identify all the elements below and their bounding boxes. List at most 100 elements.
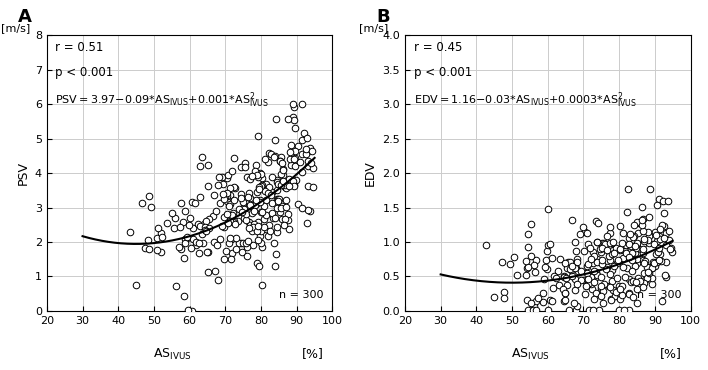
Point <box>273 181 284 187</box>
Point <box>596 262 607 268</box>
Point <box>217 174 228 180</box>
Point <box>619 243 630 249</box>
Point <box>605 296 616 302</box>
Point <box>260 188 271 194</box>
Text: $\mathrm{PSV = 3.97{-}0.09{*}AS_{IVUS}{+}0.001{*}AS^2_{IVUS}}$: $\mathrm{PSV = 3.97{-}0.09{*}AS_{IVUS}{+… <box>55 91 270 110</box>
Point <box>539 264 550 270</box>
Point <box>578 249 590 255</box>
Point <box>144 246 155 252</box>
Point <box>300 146 312 152</box>
Point <box>634 278 645 284</box>
Point <box>621 242 632 248</box>
Point <box>605 297 617 303</box>
Point <box>298 130 309 136</box>
Point <box>249 208 260 213</box>
Point <box>480 242 491 248</box>
Point <box>258 223 269 229</box>
Point <box>255 171 266 177</box>
Point <box>621 265 632 271</box>
Point <box>272 196 283 202</box>
Point <box>266 151 277 157</box>
Point <box>276 216 287 222</box>
Point <box>200 225 211 231</box>
Point <box>209 268 220 274</box>
Point <box>266 174 278 180</box>
Point <box>628 234 639 240</box>
Point <box>218 196 229 202</box>
Point <box>269 154 280 159</box>
Point <box>608 250 620 256</box>
Point <box>251 162 262 168</box>
Point <box>275 158 286 164</box>
Point <box>251 260 263 266</box>
Point <box>539 276 550 282</box>
Text: $\mathrm{AS_{IVUS}}$: $\mathrm{AS_{IVUS}}$ <box>153 347 192 362</box>
Point <box>297 205 308 211</box>
Point <box>228 155 239 161</box>
Point <box>583 276 594 282</box>
Point <box>226 168 237 174</box>
Point <box>579 229 590 235</box>
Point <box>527 307 539 313</box>
Point <box>651 239 663 245</box>
Point <box>258 216 269 222</box>
Point <box>636 204 648 210</box>
Point <box>658 235 670 241</box>
Point <box>266 200 278 206</box>
Point <box>251 189 262 195</box>
Point <box>557 286 569 292</box>
Point <box>168 225 179 231</box>
Point <box>657 222 668 228</box>
Point <box>270 252 281 258</box>
Point <box>241 217 252 223</box>
Point <box>194 194 205 200</box>
Point <box>300 151 312 157</box>
Point <box>497 259 508 265</box>
Point <box>559 297 570 303</box>
Point <box>605 223 616 229</box>
Point <box>606 278 617 284</box>
Point <box>588 296 600 302</box>
Point <box>296 101 307 107</box>
Point <box>631 256 642 262</box>
Point <box>629 250 640 256</box>
Point <box>598 288 609 294</box>
Point <box>606 240 617 246</box>
Point <box>285 142 297 148</box>
Point <box>227 219 239 225</box>
Point <box>547 255 558 261</box>
Point <box>528 303 539 309</box>
Point <box>621 209 632 215</box>
Point <box>597 300 608 306</box>
Point <box>228 185 239 191</box>
Point <box>663 228 675 234</box>
Point <box>542 307 554 313</box>
Point <box>489 295 500 300</box>
Point <box>224 215 236 221</box>
Point <box>644 270 655 276</box>
Point <box>657 198 668 204</box>
Point <box>263 233 274 239</box>
Point <box>622 186 634 192</box>
Point <box>279 184 290 190</box>
Point <box>581 263 593 269</box>
Point <box>238 239 249 245</box>
Point <box>200 227 211 233</box>
Point <box>610 245 622 251</box>
Point <box>624 231 636 237</box>
Point <box>292 201 304 207</box>
Point <box>139 245 151 251</box>
Point <box>582 270 593 276</box>
Point <box>156 231 167 236</box>
Point <box>125 229 136 235</box>
Point <box>605 257 616 263</box>
Point <box>639 260 650 266</box>
Point <box>651 259 663 265</box>
Point <box>544 241 556 247</box>
Point <box>260 226 271 232</box>
Point <box>660 259 671 265</box>
Point <box>249 168 261 174</box>
Point <box>600 266 612 272</box>
Point <box>637 250 649 256</box>
Point <box>171 283 182 289</box>
